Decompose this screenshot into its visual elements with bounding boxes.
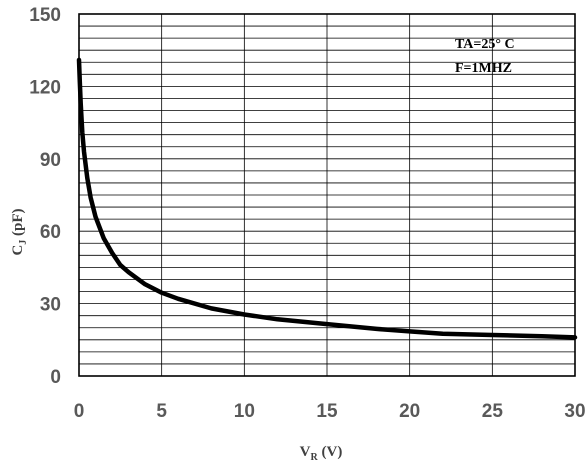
y-axis-label: CJ (pF) <box>10 208 29 255</box>
x-tick-label: 30 <box>564 401 585 422</box>
x-tick-label: 25 <box>482 401 504 422</box>
x-tick-label: 15 <box>316 401 338 422</box>
capacitance-curve <box>76 57 578 340</box>
y-axis-ticks: 0 30 60 90 120 150 <box>29 5 61 388</box>
x-tick-label: 5 <box>156 401 167 422</box>
x-tick-label: 20 <box>399 401 420 422</box>
grid <box>79 14 575 376</box>
y-tick-label: 120 <box>29 77 61 98</box>
y-tick-label: 0 <box>50 367 61 388</box>
annotation-temperature: TA=25° C <box>455 37 515 52</box>
y-tick-label: 90 <box>40 150 61 171</box>
x-axis-ticks: 0 5 10 15 20 25 30 <box>74 401 586 422</box>
y-tick-label: 150 <box>29 5 61 26</box>
annotation-frequency: F=1MHZ <box>455 61 512 76</box>
x-tick-label: 10 <box>234 401 255 422</box>
y-tick-label: 60 <box>40 222 61 243</box>
plot-area-frame <box>78 13 576 377</box>
x-axis-label: VR (V) <box>300 444 343 463</box>
x-tick-label: 0 <box>74 401 85 422</box>
y-tick-label: 30 <box>40 295 61 316</box>
